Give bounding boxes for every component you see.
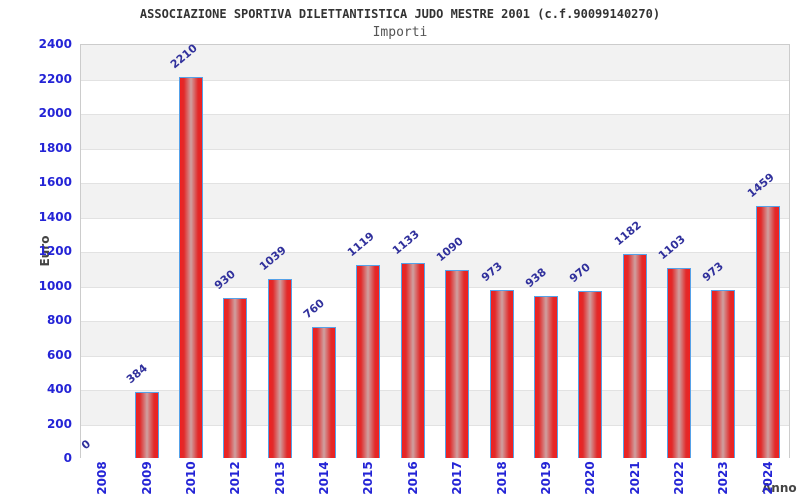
bar-2012 bbox=[223, 298, 248, 458]
bar-2013 bbox=[267, 279, 292, 458]
y-axis-tick-label: 2200 bbox=[38, 71, 72, 86]
bar-2017 bbox=[445, 270, 470, 458]
y-axis-tick-label: 1600 bbox=[38, 175, 72, 189]
chart-title: ASSOCIAZIONE SPORTIVA DILETTANTISTICA JU… bbox=[139, 7, 661, 21]
x-axis-tick-label: 2022 bbox=[672, 461, 687, 495]
bar-2019 bbox=[533, 296, 558, 458]
bar-2022 bbox=[667, 268, 692, 458]
bar-2014 bbox=[312, 327, 337, 458]
y-axis-tick-label: 2000 bbox=[38, 106, 72, 120]
y-axis-tick-label: 2400 bbox=[38, 37, 72, 51]
x-axis-tick-label: 2019 bbox=[538, 461, 553, 495]
x-axis-tick-label: 2024 bbox=[760, 461, 775, 495]
x-axis-tick-label: 2013 bbox=[272, 461, 287, 495]
bar-2024 bbox=[755, 206, 780, 458]
x-axis-tick-label: 2010 bbox=[183, 461, 198, 495]
x-axis-tick-label: 2008 bbox=[95, 461, 110, 495]
x-axis-tick-label: 2014 bbox=[317, 461, 332, 495]
x-axis-tick-label: 2021 bbox=[627, 461, 642, 495]
y-axis-tick-label: 0 bbox=[63, 451, 72, 465]
x-axis-tick-label: 2016 bbox=[405, 461, 420, 495]
bar-2010 bbox=[178, 77, 203, 458]
x-axis-tick-label: 2020 bbox=[583, 461, 598, 495]
bar-2020 bbox=[578, 291, 603, 458]
bar-2023 bbox=[711, 290, 736, 458]
bar-2015 bbox=[356, 265, 381, 458]
x-axis-tick-label: 2017 bbox=[450, 461, 465, 495]
x-axis-title: Anno bbox=[762, 481, 797, 495]
y-axis-tick-label: 1400 bbox=[38, 209, 72, 224]
x-axis-tick-label: 2009 bbox=[139, 461, 154, 495]
y-axis-tick-label: 1000 bbox=[38, 278, 72, 293]
bar-2016 bbox=[400, 263, 425, 458]
chart-subtitle: Importi bbox=[372, 25, 428, 40]
y-axis-tick-label: 1800 bbox=[38, 140, 72, 155]
bar-2018 bbox=[489, 290, 514, 458]
grid-band bbox=[81, 45, 789, 80]
y-axis-tick-label: 600 bbox=[46, 347, 72, 362]
bar-2009 bbox=[134, 392, 159, 458]
bar-2021 bbox=[622, 254, 647, 458]
x-axis-tick-label: 2012 bbox=[228, 461, 243, 495]
y-axis-tick-label: 400 bbox=[46, 382, 72, 396]
x-axis-tick-label: 2018 bbox=[494, 461, 509, 495]
y-axis-tick-label: 200 bbox=[46, 416, 72, 431]
y-axis-tick-label: 1200 bbox=[38, 244, 72, 258]
y-axis-tick-label: 800 bbox=[46, 313, 72, 327]
x-axis-tick-label: 2015 bbox=[361, 461, 376, 495]
x-axis-tick-label: 2023 bbox=[716, 461, 731, 495]
